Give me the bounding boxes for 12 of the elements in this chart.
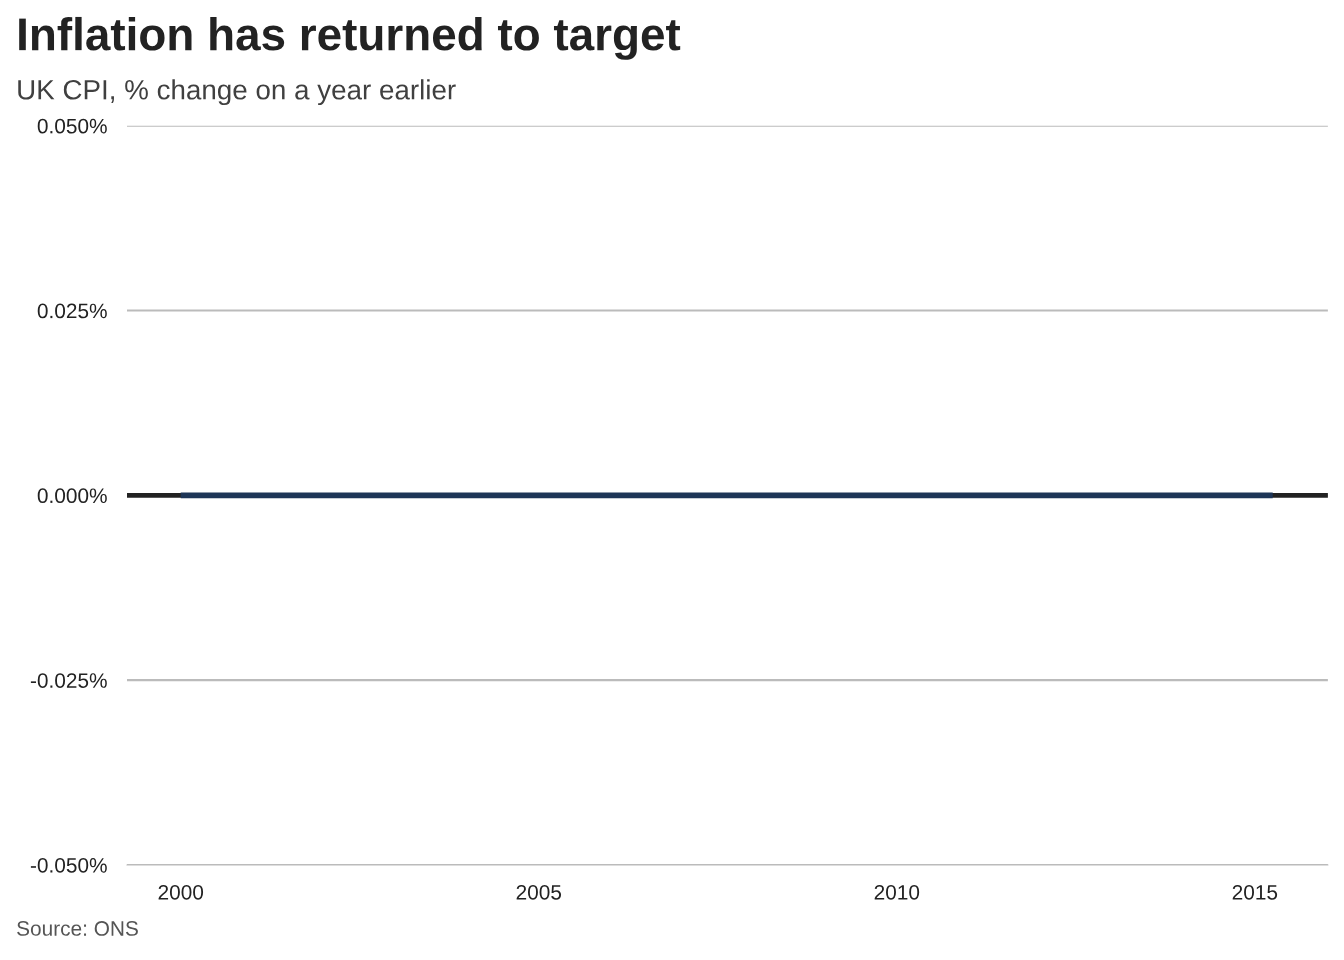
y-tick-label: -0.050%	[30, 857, 107, 873]
source-note: Source: ONS	[17, 921, 138, 936]
chart-title: Inflation has returned to target	[19, 16, 681, 60]
x-tick-label: 2015	[1232, 884, 1278, 900]
chart-subtitle: UK CPI, % change on a year earlier	[18, 79, 456, 106]
x-tick-label: 2005	[516, 884, 562, 900]
x-tick-label: 2010	[874, 884, 920, 900]
y-tick-label: 0.025%	[37, 303, 107, 319]
x-tick-label: 2000	[158, 884, 204, 900]
y-tick-label: -0.025%	[30, 673, 107, 688]
y-tick-label: 0.050%	[37, 118, 107, 134]
y-tick-label: 0.000%	[37, 488, 107, 504]
